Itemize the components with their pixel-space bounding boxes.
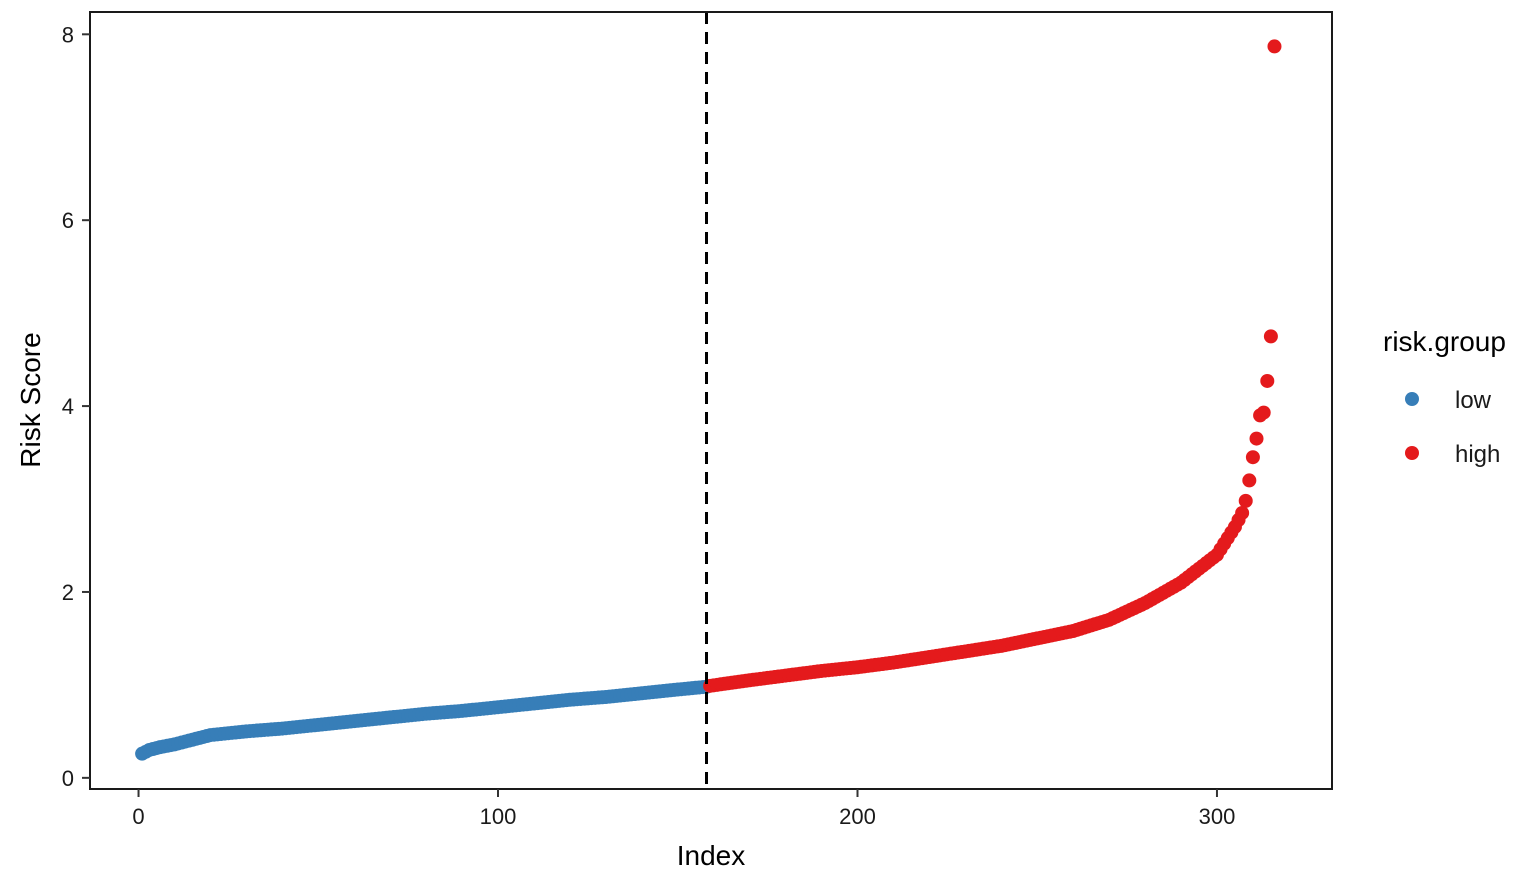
x-axis-title: Index [677, 840, 746, 871]
legend-label-low: low [1455, 387, 1492, 414]
point-high [1245, 450, 1260, 465]
x-tick-label: 0 [132, 804, 144, 829]
legend-key-high [1405, 446, 1419, 460]
point-high [1249, 431, 1264, 446]
legend: risk.group low high [1383, 326, 1506, 468]
plot-panel [89, 11, 1333, 790]
legend-key-low [1405, 392, 1419, 406]
point-high [1256, 405, 1271, 420]
point-high [1238, 493, 1253, 508]
x-tick-label: 200 [839, 804, 876, 829]
y-tick-label: 0 [62, 766, 74, 791]
x-tick-label: 100 [480, 804, 517, 829]
point-high [1235, 505, 1250, 520]
legend-label-high: high [1455, 441, 1500, 468]
axes-layer: 0 100 200 300 0 2 4 6 8 [62, 22, 1236, 829]
point-high [1263, 329, 1278, 344]
x-tick-label: 300 [1199, 804, 1236, 829]
y-tick-label: 6 [62, 208, 74, 233]
point-high [1267, 39, 1282, 54]
y-axis-title: Risk Score [15, 332, 46, 467]
legend-title: risk.group [1383, 326, 1506, 357]
points-layer [135, 39, 1282, 761]
y-tick-label: 2 [62, 580, 74, 605]
point-high [1242, 473, 1257, 488]
y-tick-label: 8 [62, 22, 74, 47]
y-tick-label: 4 [62, 394, 74, 419]
point-high [1260, 373, 1275, 388]
